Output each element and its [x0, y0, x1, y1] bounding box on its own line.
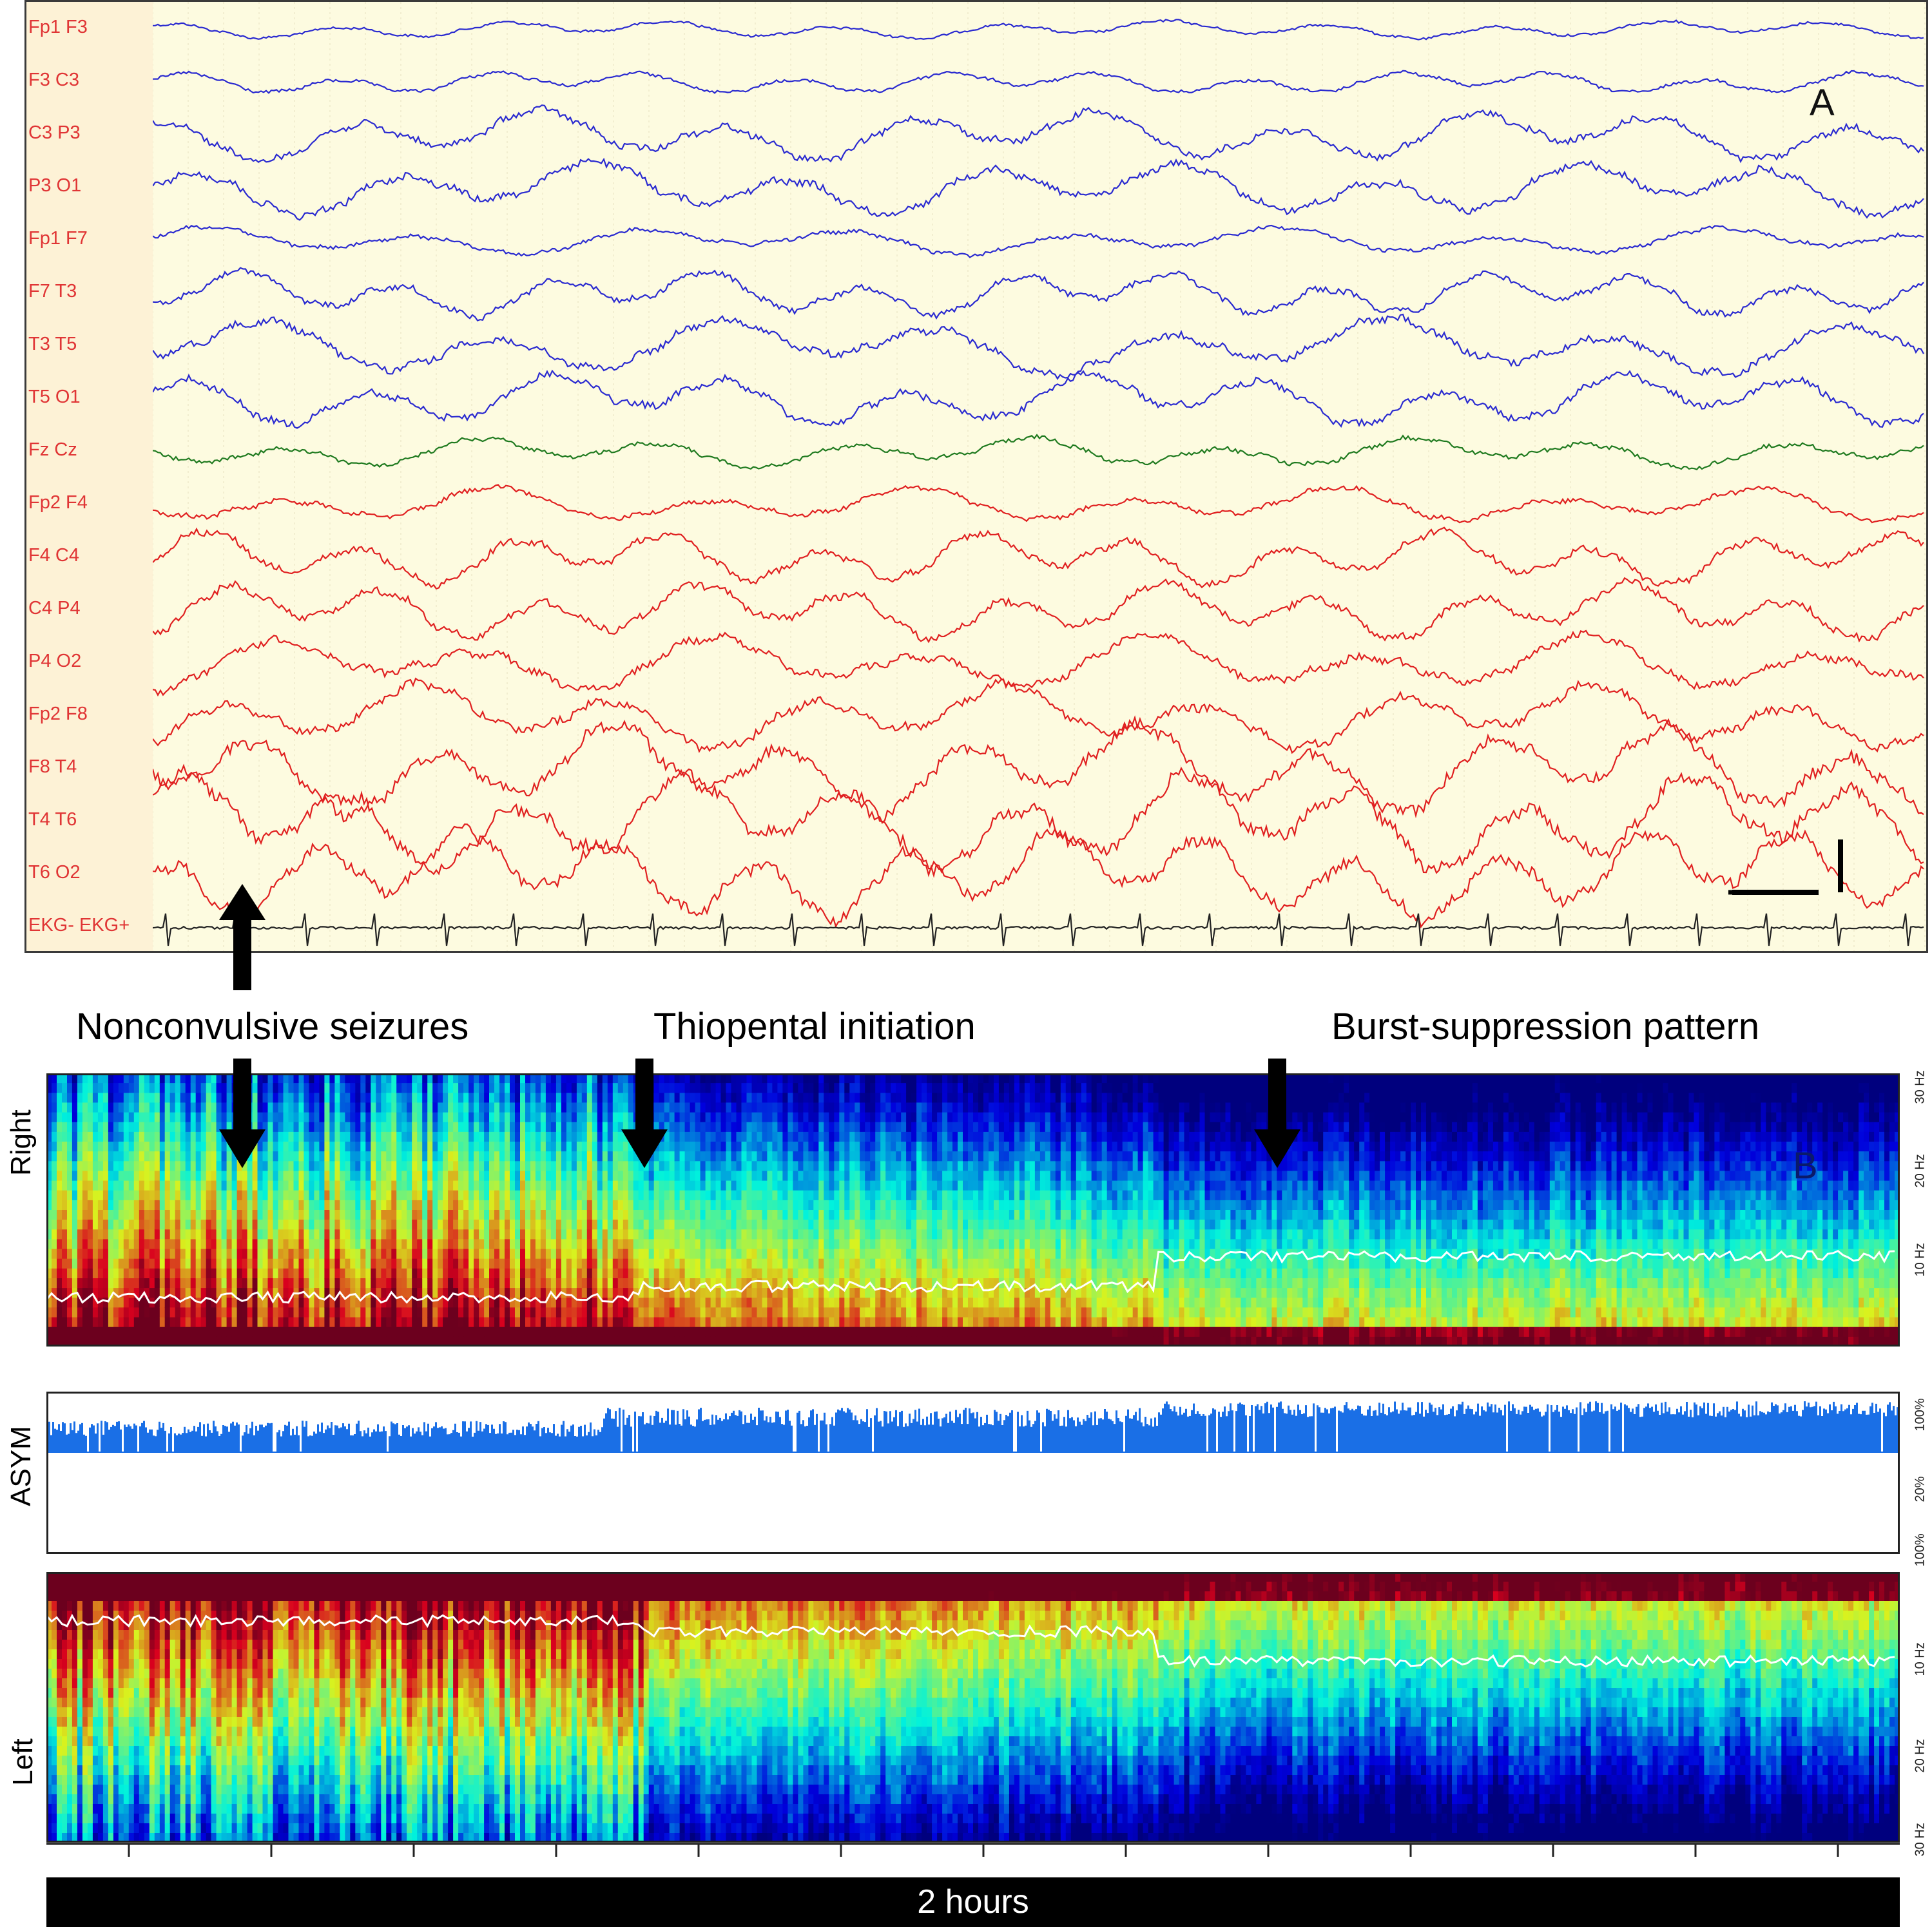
panel-a-letter: A: [1810, 81, 1835, 124]
channel-label-strip: [26, 2, 153, 951]
eeg-trace: [153, 526, 1924, 590]
left-tick-10hz: 10 Hz: [1913, 1638, 1928, 1676]
eeg-traces: [153, 2, 1926, 951]
annotation-thiopental-initiation: Thiopental initiation: [653, 1005, 976, 1048]
left-tick-30hz: 30 Hz: [1913, 1818, 1928, 1856]
eeg-trace: [153, 629, 1924, 697]
duration-label: 2 hours: [46, 1883, 1900, 1921]
scale-bar: [1728, 890, 1779, 895]
seizure-arrow-up-icon: [219, 884, 266, 990]
left-spectrogram: [46, 1572, 1900, 1843]
channel-label: P4 O2: [28, 651, 81, 672]
right-spectrogram: [46, 1073, 1900, 1347]
right-spectrogram-frame: [46, 1073, 1900, 1347]
scale-bar-vertical: [1838, 839, 1843, 892]
asymmetry-area: [48, 1401, 1898, 1453]
eeg-trace: [153, 577, 1924, 644]
eeg-trace: [153, 369, 1924, 429]
eeg-trace: [153, 267, 1924, 321]
spectral-edge-line: [46, 1249, 1895, 1304]
panel-b-letter: B: [1793, 1144, 1818, 1187]
eeg-trace: [153, 715, 1924, 824]
channel-label: F3 C3: [28, 70, 79, 91]
eeg-trace: [153, 763, 1924, 878]
annotation-burst-suppression: Burst-suppression pattern: [1331, 1005, 1759, 1048]
channel-label: Fp2 F4: [28, 492, 88, 513]
eeg-trace: [153, 677, 1924, 754]
eeg-trace: [153, 104, 1924, 164]
eeg-trace: [153, 434, 1924, 470]
channel-label: C4 P4: [28, 598, 81, 619]
channel-label: T4 T6: [28, 809, 77, 830]
eeg-trace-panel: [24, 0, 1928, 953]
asym-tick-top: 100%: [1913, 1393, 1928, 1431]
eeg-trace: [153, 19, 1924, 41]
thiopental-arrow-down-icon: [621, 1059, 668, 1168]
channel-label: P3 O1: [28, 175, 81, 197]
channel-label: T3 T5: [28, 334, 77, 355]
channel-label: T5 O1: [28, 387, 81, 408]
eeg-trace: [153, 823, 1924, 929]
right-hemisphere-label: Right: [5, 1109, 37, 1176]
left-hemisphere-label: Left: [7, 1736, 39, 1788]
right-tick-20hz: 20 Hz: [1913, 1149, 1928, 1187]
eeg-trace: [153, 224, 1924, 258]
spectral-edge-line: [46, 1613, 1895, 1669]
channel-label: F8 T4: [28, 756, 77, 778]
right-tick-10hz: 10 Hz: [1913, 1238, 1928, 1276]
eeg-trace: [153, 484, 1924, 524]
channel-label: Fz Cz: [28, 439, 77, 461]
channel-label: Fp1 F3: [28, 17, 88, 38]
asym-label: ASYM: [5, 1426, 37, 1506]
eeg-trace: [153, 157, 1924, 221]
channel-label: C3 P3: [28, 122, 81, 144]
channel-label: EKG- EKG+: [28, 915, 130, 936]
asymmetry-bars: [48, 1401, 1898, 1453]
duration-bar: 2 hours: [46, 1877, 1900, 1927]
channel-label: Fp2 F8: [28, 704, 88, 725]
eeg-trace: [153, 70, 1924, 94]
time-axis: [46, 1843, 1900, 1857]
scale-bar-horizontal: [1732, 890, 1819, 895]
annotation-nonconvulsive-seizures: Nonconvulsive seizures: [76, 1005, 469, 1048]
channel-label: F4 C4: [28, 545, 79, 566]
burst-arrow-down-icon: [1254, 1059, 1300, 1168]
asym-tick-bottom: 100%: [1913, 1528, 1928, 1566]
channel-label: F7 T3: [28, 281, 77, 302]
channel-label: Fp1 F7: [28, 228, 88, 249]
asym-tick-mid: 20%: [1913, 1464, 1928, 1502]
channel-label: T6 O2: [28, 862, 81, 883]
left-tick-20hz: 20 Hz: [1913, 1734, 1928, 1772]
eeg-trace: [153, 913, 1924, 946]
seizure-arrow-down-icon: [219, 1059, 266, 1168]
eeg-trace: [153, 313, 1924, 380]
left-spectrogram-frame: [46, 1572, 1900, 1843]
right-tick-30hz: 30 Hz: [1913, 1066, 1928, 1104]
